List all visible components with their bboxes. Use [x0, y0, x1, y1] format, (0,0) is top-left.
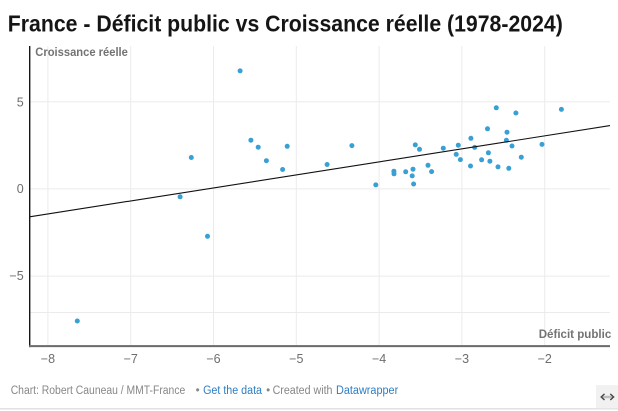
svg-text:Déficit public: Déficit public [539, 327, 612, 341]
svg-text:Created with: Created with [273, 385, 333, 397]
svg-text:−4: −4 [372, 352, 386, 366]
svg-text:−5: −5 [289, 352, 303, 366]
svg-text:−5: −5 [9, 269, 23, 283]
svg-text:Chart: Robert Cauneau / MMT-Fr: Chart: Robert Cauneau / MMT-France [11, 385, 186, 397]
svg-text:5: 5 [17, 96, 24, 110]
svg-text:Get the data: Get the data [203, 385, 262, 397]
svg-text:•: • [266, 385, 270, 397]
svg-text:−3: −3 [455, 352, 469, 366]
svg-text:•: • [196, 385, 200, 397]
svg-text:0: 0 [17, 182, 24, 196]
svg-text:−6: −6 [206, 352, 220, 366]
svg-text:−7: −7 [124, 352, 138, 366]
svg-text:−2: −2 [538, 352, 552, 366]
svg-text:Croissance réelle: Croissance réelle [35, 45, 128, 59]
svg-text:France - Déficit public vs Cro: France - Déficit public vs Croissance ré… [8, 11, 563, 37]
svg-text:Datawrapper: Datawrapper [336, 385, 398, 397]
svg-text:−8: −8 [41, 352, 55, 366]
